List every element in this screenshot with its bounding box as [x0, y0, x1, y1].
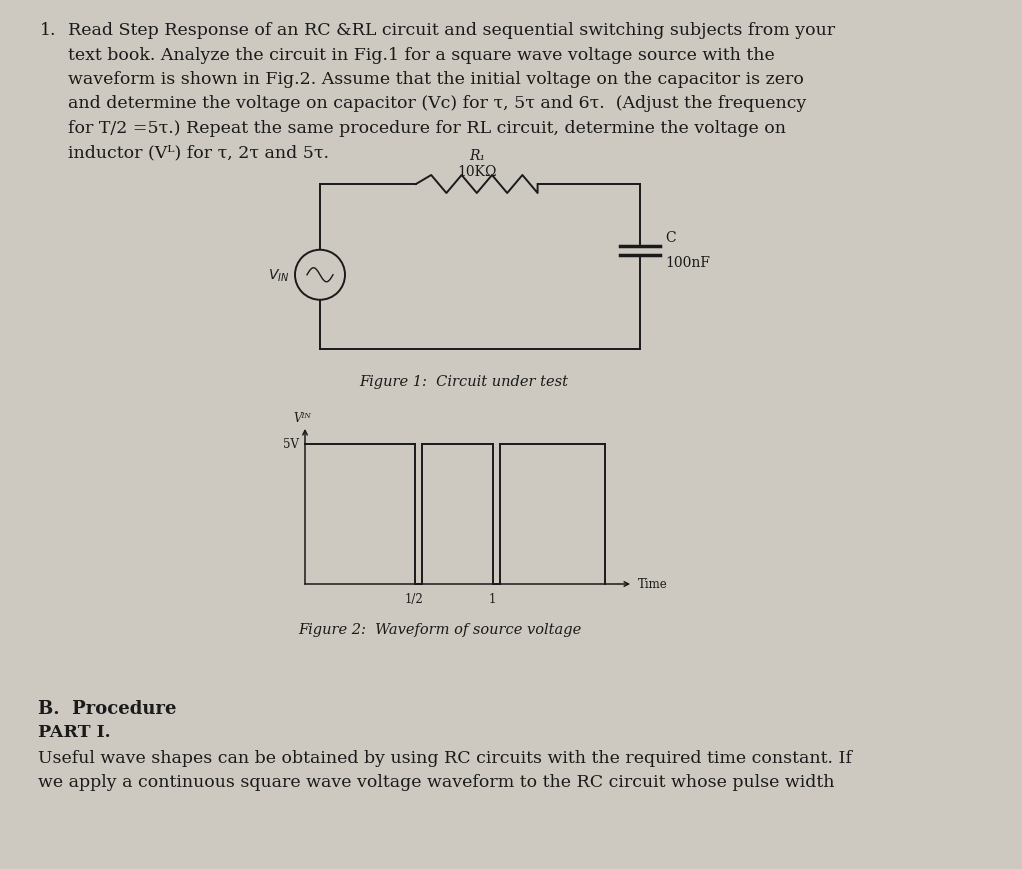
Text: 1/2: 1/2	[405, 593, 424, 606]
Text: 1: 1	[489, 593, 497, 606]
Text: Figure 2:  Waveform of source voltage: Figure 2: Waveform of source voltage	[298, 622, 582, 636]
Text: PART I.: PART I.	[38, 723, 110, 740]
Text: Vᴵᴺ: Vᴵᴺ	[293, 412, 311, 425]
Text: C: C	[665, 231, 676, 245]
Text: text book. Analyze the circuit in Fig.1 for a square wave voltage source with th: text book. Analyze the circuit in Fig.1 …	[68, 46, 775, 63]
Text: B.  Procedure: B. Procedure	[38, 700, 177, 717]
Text: 5V: 5V	[283, 438, 299, 451]
Text: 10KΩ: 10KΩ	[457, 165, 497, 179]
Text: inductor (Vᴸ) for τ, 2τ and 5τ.: inductor (Vᴸ) for τ, 2τ and 5τ.	[68, 144, 329, 162]
Text: Figure 1:  Circuit under test: Figure 1: Circuit under test	[360, 375, 568, 388]
Text: Time: Time	[638, 578, 667, 591]
Text: Read Step Response of an RC &RL circuit and sequential switching subjects from y: Read Step Response of an RC &RL circuit …	[68, 22, 835, 39]
Text: Useful wave shapes can be obtained by using RC circuits with the required time c: Useful wave shapes can be obtained by us…	[38, 749, 852, 766]
Text: 100nF: 100nF	[665, 256, 710, 270]
Text: 1.: 1.	[40, 22, 56, 39]
Text: we apply a continuous ​square wave​ voltage waveform to the RC circuit whose pul: we apply a continuous ​square wave​ volt…	[38, 773, 835, 791]
Text: R₁: R₁	[469, 149, 484, 163]
Text: waveform is shown in Fig.2. Assume that the initial voltage on the capacitor is : waveform is shown in Fig.2. Assume that …	[68, 71, 804, 88]
Text: for T/2 =5τ.) Repeat the same procedure for RL circuit, determine the voltage on: for T/2 =5τ.) Repeat the same procedure …	[68, 120, 786, 136]
Text: and determine the voltage on capacitor (Vc) for τ, 5τ and 6τ.  (Adjust the frequ: and determine the voltage on capacitor (…	[68, 96, 806, 112]
Text: $V_{IN}$: $V_{IN}$	[268, 268, 289, 283]
